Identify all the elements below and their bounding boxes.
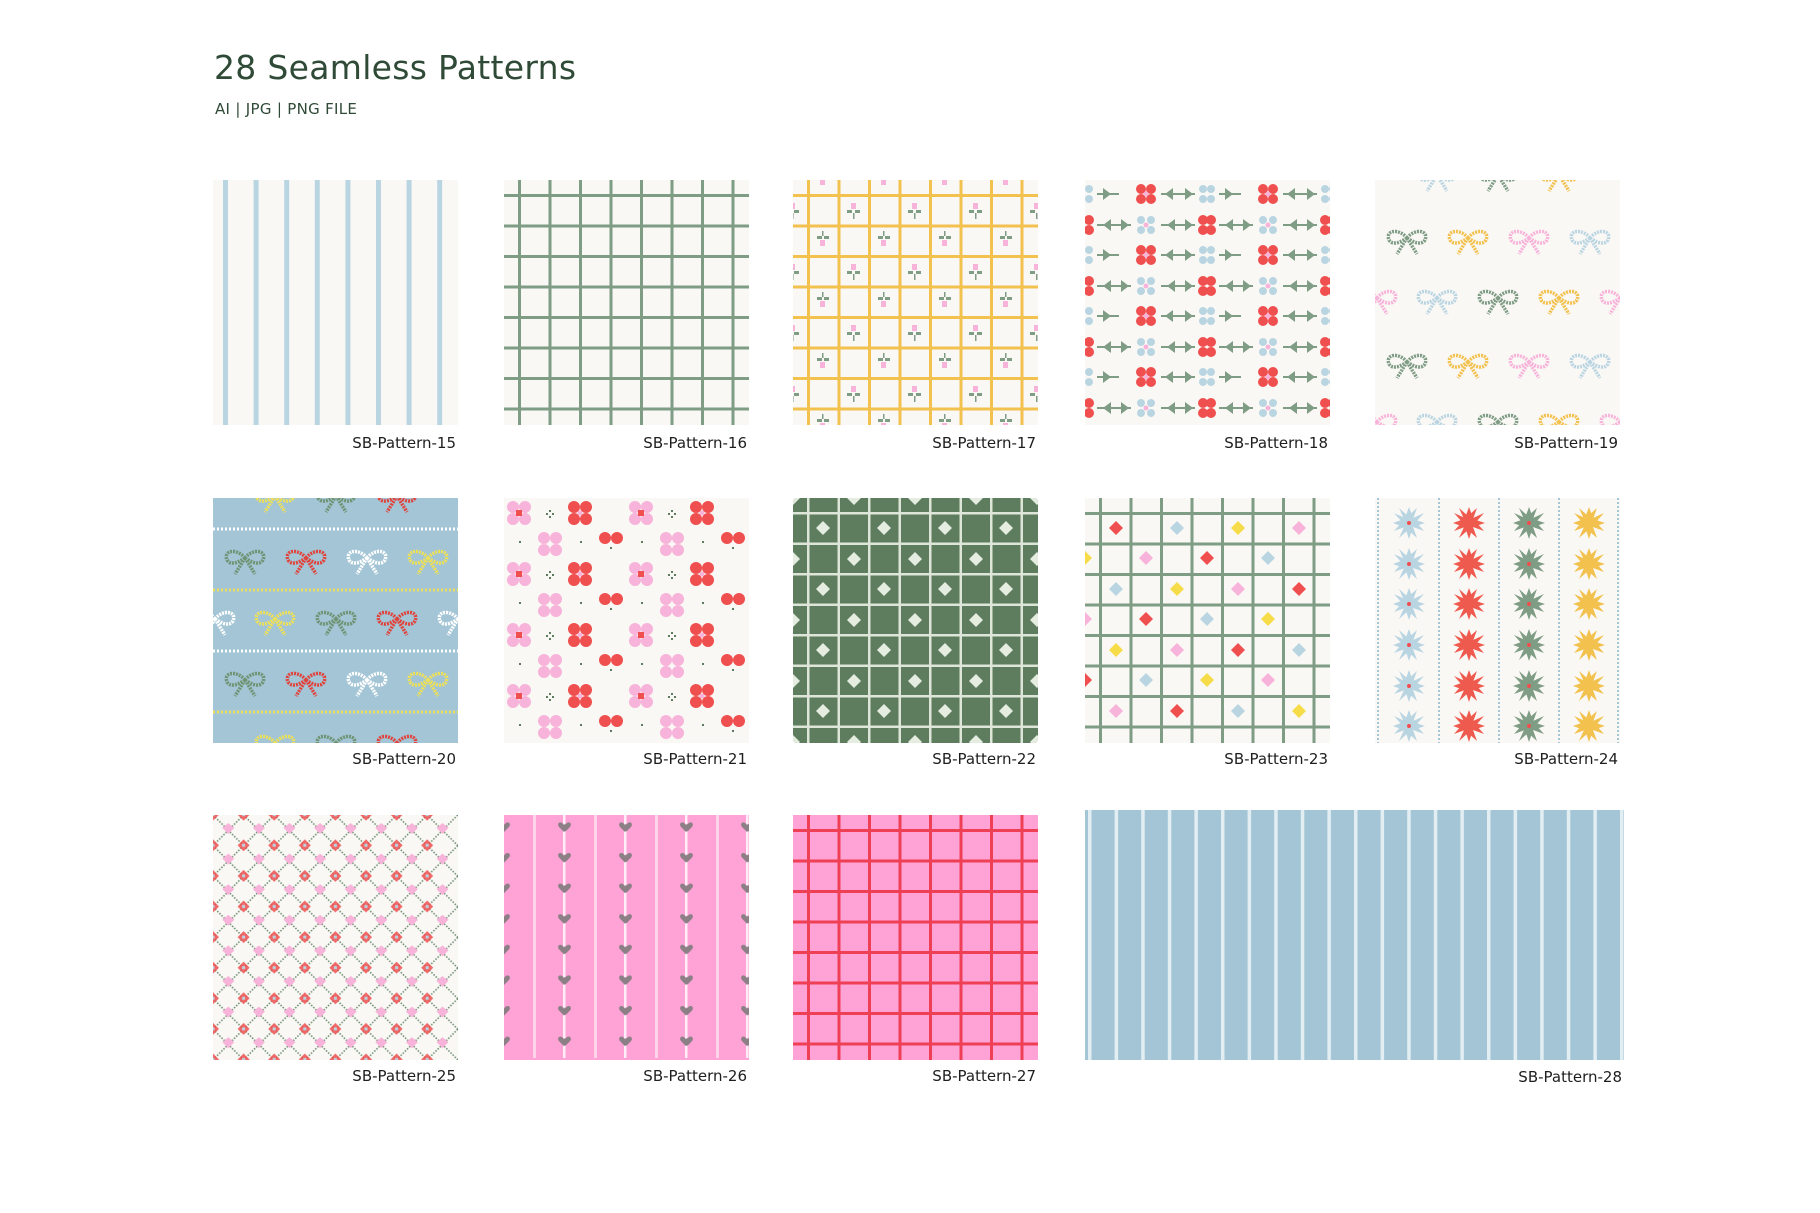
- pattern-label: SB-Pattern-24: [1514, 750, 1618, 768]
- pattern-swatch-pink-red-flowers: [504, 498, 749, 743]
- pattern-label: SB-Pattern-17: [932, 434, 1036, 452]
- page-title: 28 Seamless Patterns: [214, 48, 577, 87]
- pattern-label: SB-Pattern-20: [352, 750, 456, 768]
- file-formats-subtitle: AI | JPG | PNG FILE: [215, 100, 358, 118]
- pattern-label: SB-Pattern-22: [932, 750, 1036, 768]
- pattern-swatch-star-columns: [1375, 498, 1620, 743]
- pattern-swatch-thin-blue-stripes: [213, 180, 458, 425]
- pattern-label: SB-Pattern-27: [932, 1067, 1036, 1085]
- pattern-label: SB-Pattern-18: [1224, 434, 1328, 452]
- pattern-swatch-green-grid-diamonds: [793, 498, 1038, 743]
- pattern-tile-18: SB-Pattern-18: [1085, 180, 1330, 460]
- pattern-tile-17: SB-Pattern-17: [793, 180, 1038, 460]
- pattern-label: SB-Pattern-23: [1224, 750, 1328, 768]
- pattern-tile-25: SB-Pattern-25: [213, 815, 458, 1095]
- pattern-tile-28: SB-Pattern-28: [1085, 810, 1624, 1095]
- pattern-label: SB-Pattern-25: [352, 1067, 456, 1085]
- pattern-swatch-bows-on-blue: [213, 498, 458, 743]
- pattern-tile-27: SB-Pattern-27: [793, 815, 1038, 1095]
- pattern-swatch-mustard-grid-tulips: [793, 180, 1038, 425]
- pattern-label: SB-Pattern-16: [643, 434, 747, 452]
- pattern-swatch-diamond-lattice-hearts: [213, 815, 458, 1060]
- pattern-label: SB-Pattern-15: [352, 434, 456, 452]
- pattern-label: SB-Pattern-26: [643, 1067, 747, 1085]
- pattern-tile-26: SB-Pattern-26: [504, 815, 749, 1095]
- pattern-tile-21: SB-Pattern-21: [504, 498, 749, 778]
- pattern-tile-22: SB-Pattern-22: [793, 498, 1038, 778]
- pattern-tile-19: SB-Pattern-19: [1375, 180, 1620, 460]
- pattern-swatch-red-grid-pink: [793, 815, 1038, 1060]
- pattern-tile-15: SB-Pattern-15: [213, 180, 458, 460]
- pattern-tile-16: SB-Pattern-16: [504, 180, 749, 460]
- pattern-tile-23: SB-Pattern-23: [1085, 498, 1330, 778]
- pattern-label: SB-Pattern-21: [643, 750, 747, 768]
- pattern-tile-20: SB-Pattern-20: [213, 498, 458, 778]
- pattern-swatch-grey-hearts-pink: [504, 815, 749, 1060]
- pattern-label: SB-Pattern-28: [1518, 1068, 1622, 1086]
- pattern-swatch-white-stripes-blue: [1085, 810, 1624, 1060]
- pattern-swatch-bows-on-cream: [1375, 180, 1620, 425]
- pattern-swatch-sage-grid-colored-diamonds: [1085, 498, 1330, 743]
- pattern-tile-24: SB-Pattern-24: [1375, 498, 1620, 778]
- pattern-swatch-floral-vine-rows: [1085, 180, 1330, 425]
- pattern-label: SB-Pattern-19: [1514, 434, 1618, 452]
- pattern-swatch-sage-grid: [504, 180, 749, 425]
